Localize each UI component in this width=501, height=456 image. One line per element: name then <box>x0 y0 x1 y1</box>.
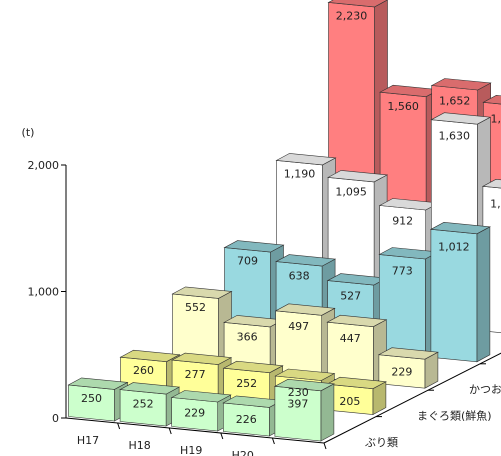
data-label: 230 <box>288 386 309 399</box>
data-label: 912 <box>392 215 413 228</box>
x-tick-mark <box>271 437 275 445</box>
bar-top <box>327 0 388 8</box>
bar-top <box>274 303 336 316</box>
data-label: 1,012 <box>438 240 470 253</box>
data-label: 1,095 <box>335 185 367 198</box>
y-tick-label: 1,000 <box>28 286 60 299</box>
bar-top <box>273 378 335 392</box>
series-label: ぶり類 <box>365 436 398 449</box>
x-tick-label: H20 <box>232 449 254 456</box>
data-label: 277 <box>185 368 206 381</box>
bar-side <box>476 226 491 363</box>
bar-top <box>327 170 389 183</box>
bar-top <box>429 221 491 235</box>
data-label: 252 <box>133 398 154 411</box>
series-label: かつお・うずわ類 <box>469 383 501 396</box>
data-label: 773 <box>392 265 413 278</box>
data-label: 638 <box>289 270 310 283</box>
bar-top <box>171 352 233 365</box>
data-label: 250 <box>81 392 102 405</box>
x-tick-label: H17 <box>77 434 99 447</box>
bar-top <box>326 314 388 328</box>
bar <box>378 247 440 358</box>
chart-bars <box>67 0 501 442</box>
data-label: 260 <box>133 364 154 377</box>
data-label: 2,230 <box>336 9 368 22</box>
y-tick-label: 2,000 <box>28 159 60 172</box>
bar <box>326 314 388 384</box>
data-label: 1,652 <box>439 95 471 108</box>
bar-top <box>170 390 232 403</box>
x-tick-label: H21 <box>283 454 305 456</box>
data-label: 1,559 <box>491 112 501 125</box>
bar <box>274 303 336 379</box>
x-tick-mark <box>220 432 224 440</box>
bar-top <box>274 368 336 381</box>
bar-top <box>67 377 129 390</box>
series-label: まぐろ類(鮮魚) <box>417 409 492 423</box>
bar-top <box>430 78 492 91</box>
bar-top <box>430 112 492 125</box>
bar <box>273 378 335 442</box>
bar-top <box>481 178 501 189</box>
data-label: 1,190 <box>284 167 316 180</box>
y-unit-label: (t) <box>22 126 35 139</box>
data-label: 552 <box>185 301 206 314</box>
x-tick-label: H18 <box>128 439 150 452</box>
bar-top <box>325 376 387 390</box>
bar <box>429 221 491 363</box>
data-label: 366 <box>237 330 258 343</box>
data-label: 229 <box>184 407 205 420</box>
x-tick-mark <box>323 442 327 450</box>
x-tick-mark <box>117 422 121 430</box>
bar-side <box>320 383 335 442</box>
chart-axes: 0 1,000 2,000 (t) H17 H18 H19 H20 H21 ぶり類 まぐろ類(鮮魚)… <box>22 126 501 456</box>
x-axis-line <box>65 417 325 444</box>
data-label: 527 <box>340 290 361 303</box>
data-label: 226 <box>236 413 257 426</box>
bar-top <box>275 153 337 166</box>
bar-top <box>119 349 181 363</box>
data-label: 252 <box>236 377 257 390</box>
chart-labels: 2,2301,5601,6521,5591,2321,1901,0959121,… <box>81 9 501 426</box>
data-label: 1,630 <box>439 130 471 143</box>
bar-top <box>119 382 181 395</box>
bar <box>325 376 387 416</box>
data-label: 205 <box>339 395 360 408</box>
data-label: 397 <box>287 397 308 410</box>
x-tick-mark <box>168 427 172 435</box>
data-label: 497 <box>288 320 309 333</box>
bar-top <box>222 360 284 374</box>
data-label: 447 <box>340 332 361 345</box>
bar-top <box>223 240 285 253</box>
y-tick-label: 0 <box>52 412 59 425</box>
x-tick-label: H19 <box>180 444 202 456</box>
bar-top <box>482 94 501 105</box>
bar-top <box>171 286 233 299</box>
data-label: 229 <box>391 366 412 379</box>
bar-top <box>377 347 439 360</box>
bar-top <box>275 254 337 267</box>
data-label: 1,560 <box>387 100 419 113</box>
bar <box>377 347 439 389</box>
data-label: 1,143 <box>490 197 501 210</box>
data-label: 709 <box>237 255 258 268</box>
